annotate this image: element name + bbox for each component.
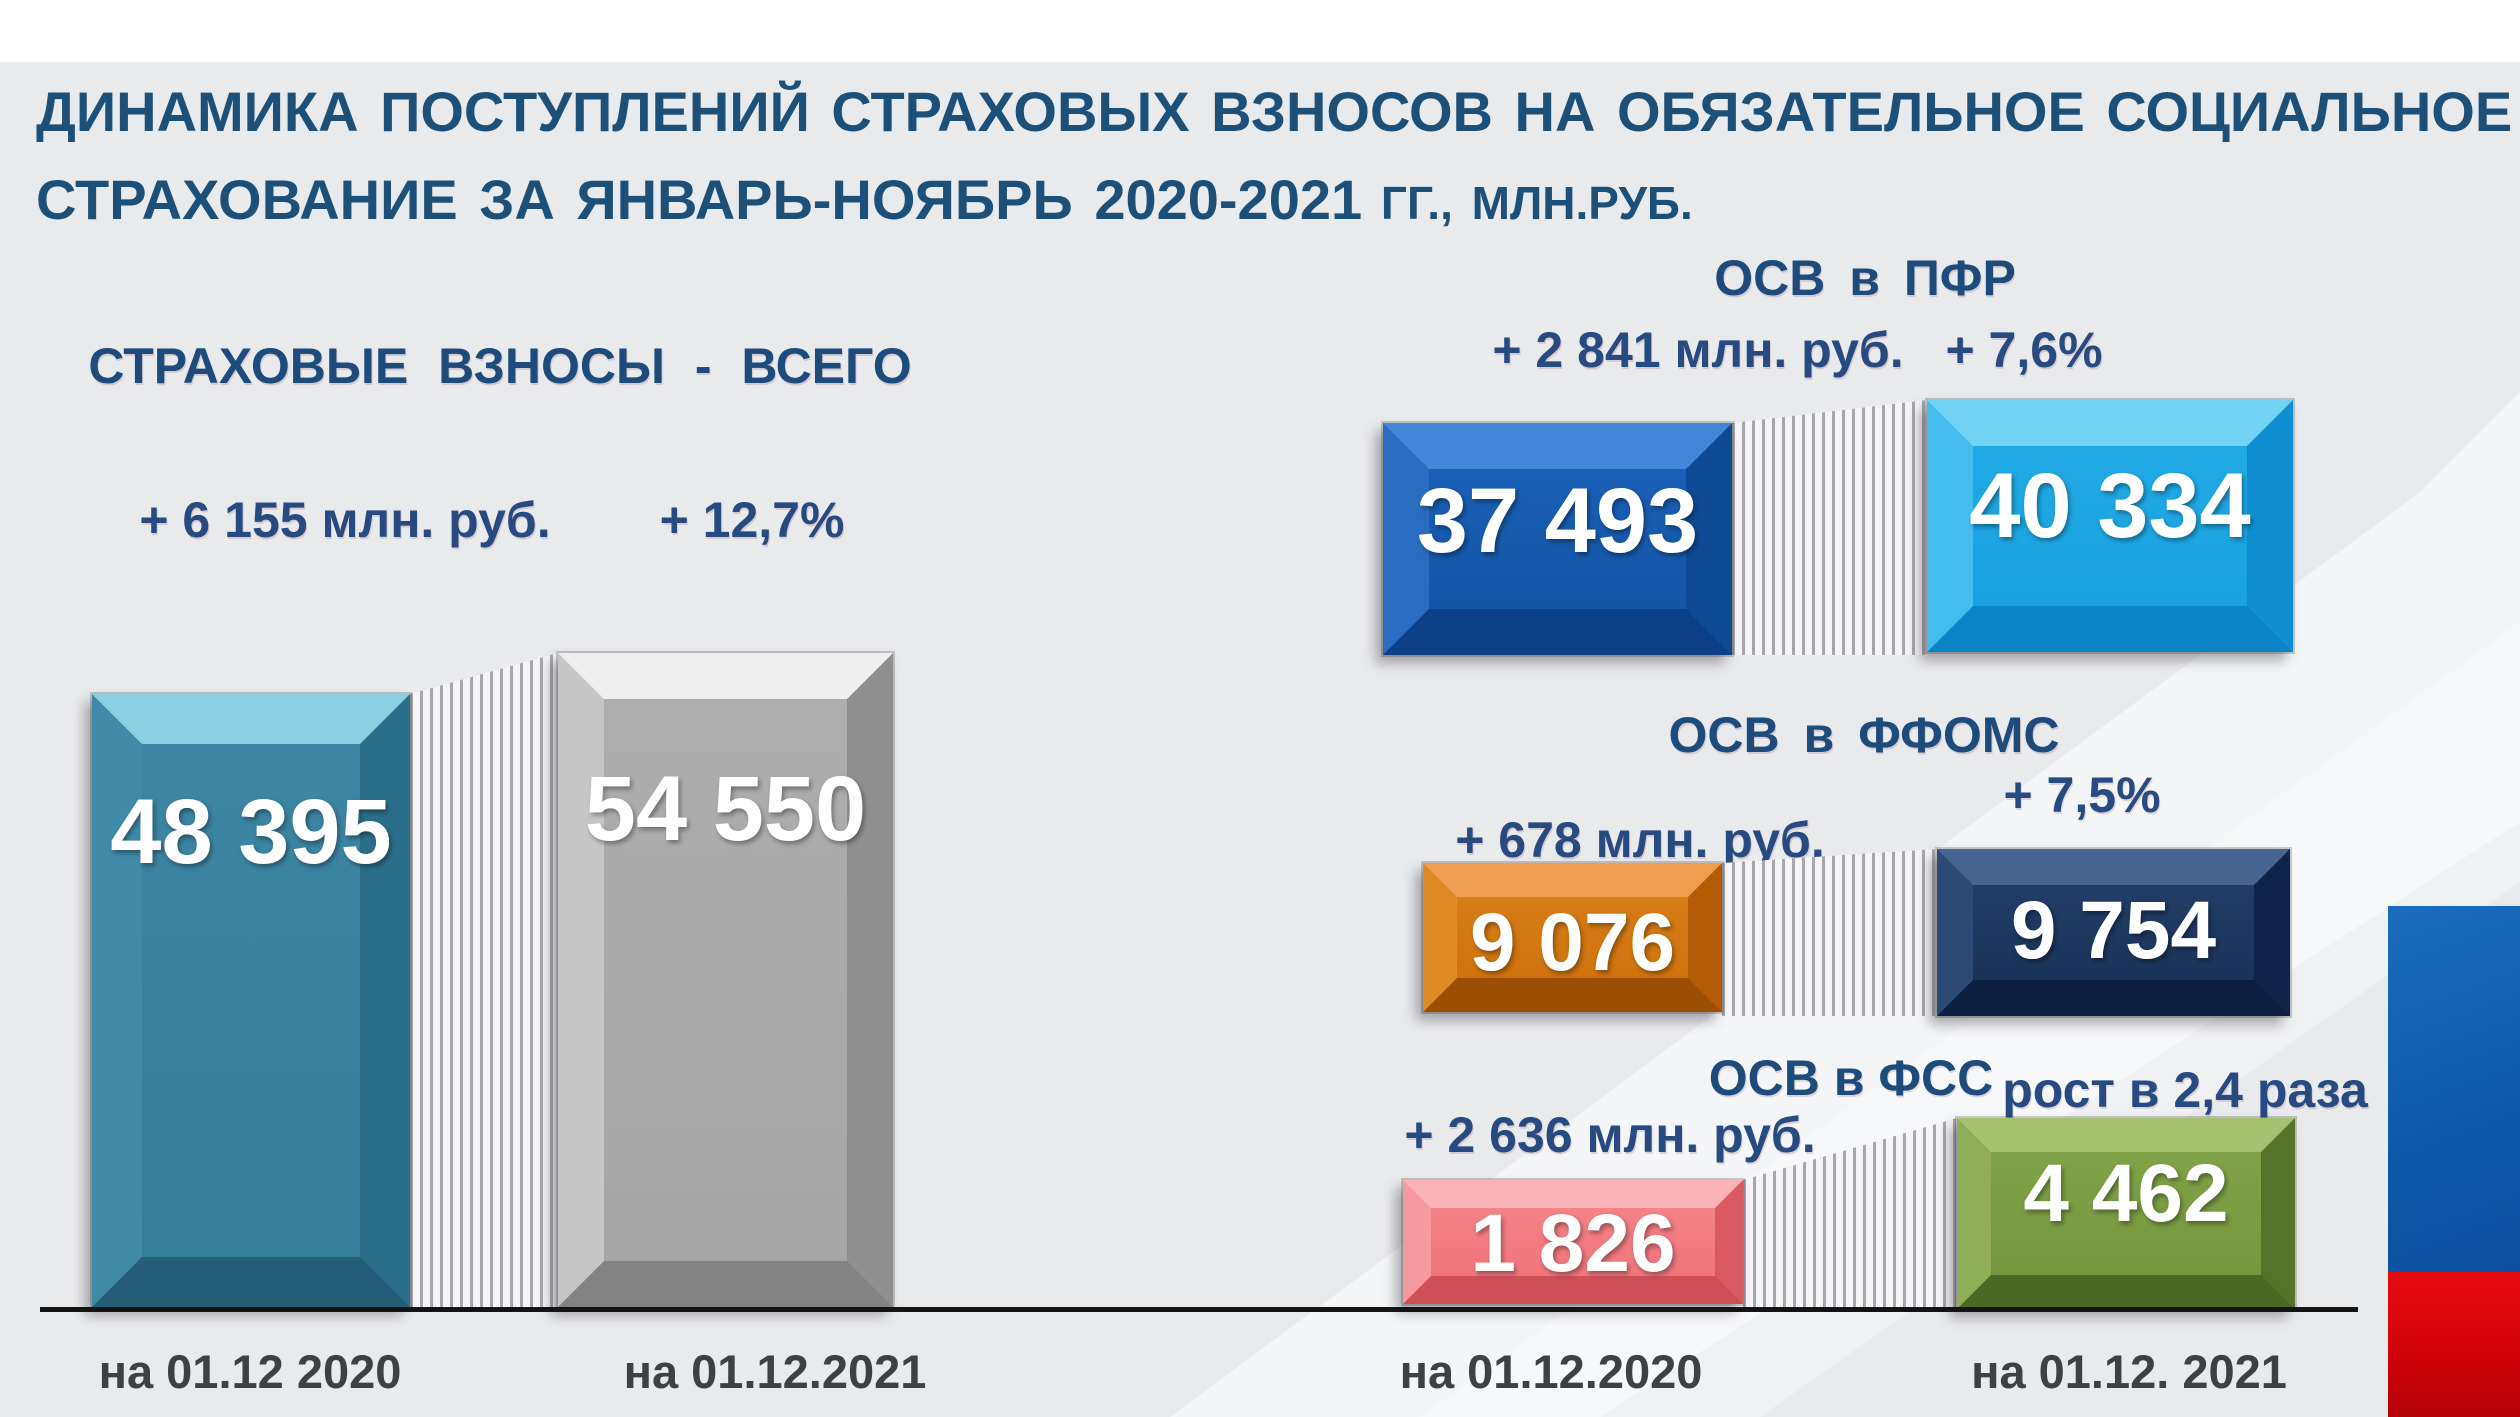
fss-bar-2020-value: 1 826 [1470, 1198, 1676, 1289]
flag-blue-stripe [2388, 906, 2520, 1272]
total-axis-label-2021: на 01.12.2021 [623, 1345, 927, 1398]
pfr-percent-label: + 7,6% [1945, 322, 2103, 378]
fss-bar-2020: 1 826 [1403, 1180, 1743, 1304]
total-bar-2020: 48 395 [92, 694, 410, 1307]
total-bar-2021-value: 54 550 [584, 758, 867, 860]
ffoms-delta-label: + 678 млн. руб. [1455, 812, 1825, 868]
flag-red-stripe [2388, 1272, 2520, 1417]
fss-bar-2021: 4 462 [1957, 1118, 2295, 1309]
pfr-section-heading: ОСВ в ПФР [1714, 250, 2016, 306]
pfr-delta-label: + 2 841 млн. руб. [1492, 322, 1904, 378]
total-hatch-transition [410, 653, 558, 1307]
ffoms-bar-2020-value: 9 076 [1469, 897, 1676, 988]
ffoms-percent-label: + 7,5% [2003, 767, 2161, 823]
ffoms-bar-2021: 9 754 [1937, 849, 2290, 1016]
title-line-2: СТРАХОВАНИЕ ЗА ЯНВАРЬ-НОЯБРЬ 2020-2021 Г… [36, 156, 2512, 247]
fss-growth-label: рост в 2,4 раза [2002, 1062, 2368, 1118]
ffoms-section-heading: ОСВ в ФФОМС [1668, 707, 2060, 763]
fss-delta-label: + 2 636 млн. руб. [1404, 1107, 1816, 1163]
fss-bar-2021-value: 4 462 [2023, 1148, 2229, 1239]
total-delta-label: + 6 155 млн. руб. [139, 492, 551, 548]
pfr-bar-2020-value: 37 493 [1416, 470, 1699, 572]
pfr-bar-2020: 37 493 [1383, 423, 1732, 655]
fss-section-heading: ОСВ в ФСС [1708, 1050, 1994, 1106]
title-line-2-units: ГГ., МЛН.РУБ. [1362, 177, 1693, 229]
fss-axis-label-2020: на 01.12.2020 [1399, 1345, 1703, 1398]
total-percent-label: + 12,7% [659, 492, 845, 548]
ffoms-hatch-transition [1722, 849, 1937, 1016]
pfr-bar-2021: 40 334 [1927, 400, 2293, 652]
page-title: ДИНАМИКА ПОСТУПЛЕНИЙ СТРАХОВЫХ ВЗНОСОВ Н… [36, 68, 2512, 247]
chart-panel: ДИНАМИКА ПОСТУПЛЕНИЙ СТРАХОВЫХ ВЗНОСОВ Н… [0, 62, 2520, 1417]
baseline-axis [40, 1307, 2358, 1312]
ffoms-bar-2020: 9 076 [1423, 863, 1722, 1012]
pfr-hatch-transition [1732, 400, 1927, 655]
ffoms-bar-2021-value: 9 754 [2010, 885, 2217, 976]
total-section-heading: СТРАХОВЫЕ ВЗНОСЫ - ВСЕГО [88, 338, 912, 394]
title-line-2-main: СТРАХОВАНИЕ ЗА ЯНВАРЬ-НОЯБРЬ 2020-2021 [36, 168, 1363, 231]
total-bar-2021: 54 550 [558, 653, 893, 1307]
fss-axis-label-2021: на 01.12. 2021 [1971, 1345, 2287, 1398]
title-line-1: ДИНАМИКА ПОСТУПЛЕНИЙ СТРАХОВЫХ ВЗНОСОВ Н… [36, 80, 2513, 143]
total-bar-2020-value: 48 395 [110, 781, 392, 883]
pfr-bar-2021-value: 40 334 [1969, 455, 2251, 557]
total-axis-label-2020: на 01.12 2020 [98, 1345, 402, 1398]
